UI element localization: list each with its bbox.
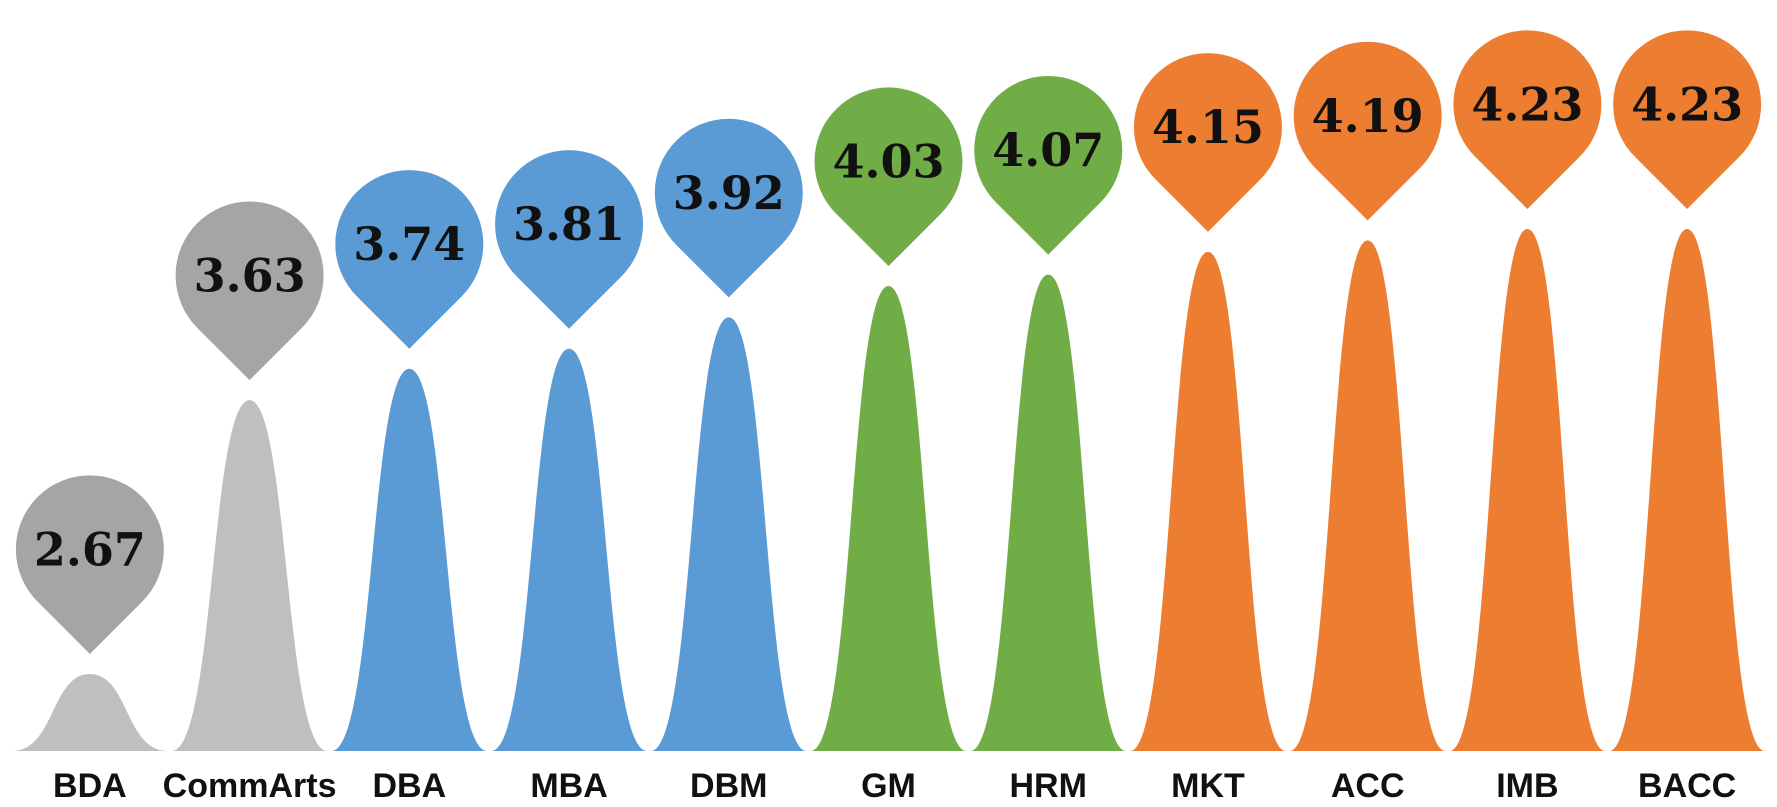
category-label-hrm: HRM — [1010, 767, 1087, 805]
peak-hrm — [970, 274, 1127, 751]
peak-mba — [491, 348, 647, 751]
value-label-gm: 4.03 — [832, 134, 944, 188]
value-label-mkt: 4.15 — [1152, 100, 1264, 154]
category-axis: BDA CommArts DBA MBA DBM GM HRM MKT ACC IMB BACC — [53, 767, 1736, 805]
peak-bda — [12, 673, 168, 751]
pin-gm — [814, 87, 963, 267]
peak-gm — [810, 286, 967, 751]
value-label-hrm: 4.07 — [992, 123, 1104, 177]
category-label-mkt: MKT — [1171, 767, 1245, 805]
category-label-commarts: CommArts — [163, 767, 337, 805]
category-label-dbm: DBM — [690, 767, 767, 805]
peak-series — [12, 229, 1765, 751]
pin-bda — [15, 475, 164, 654]
category-label-bda: BDA — [53, 767, 127, 805]
value-label-dba: 3.74 — [353, 217, 465, 271]
value-label-commarts: 3.63 — [194, 248, 306, 302]
pin-acc — [1293, 41, 1442, 221]
category-label-gm: GM — [861, 767, 916, 805]
category-label-acc: ACC — [1331, 767, 1405, 805]
category-label-imb: IMB — [1496, 767, 1558, 805]
pin-mba — [495, 150, 644, 329]
pin-commarts — [175, 201, 324, 381]
peak-mkt — [1130, 251, 1286, 751]
value-label-bda: 2.67 — [34, 522, 146, 576]
pin-imb — [1453, 30, 1602, 210]
pin-bacc — [1613, 30, 1762, 210]
pin-mkt — [1133, 53, 1282, 232]
category-label-dba: DBA — [372, 767, 446, 805]
value-label-bacc: 4.23 — [1631, 77, 1743, 131]
peak-dbm — [650, 317, 807, 751]
pin-dbm — [654, 118, 803, 298]
value-label-dbm: 3.92 — [673, 166, 785, 220]
value-label-mba: 3.81 — [513, 197, 625, 251]
peak-commarts — [171, 400, 328, 751]
peak-acc — [1289, 240, 1446, 751]
pin-dba — [335, 170, 484, 349]
value-pin-series: 2.67 3.63 3.74 3.81 3.92 4.03 4.07 4.15 4.19 4.23… — [15, 30, 1762, 654]
peak-imb — [1449, 229, 1606, 751]
category-label-bacc: BACC — [1638, 767, 1736, 805]
peak-bacc — [1609, 229, 1765, 751]
value-label-imb: 4.23 — [1471, 77, 1583, 131]
pin-hrm — [974, 75, 1123, 255]
peak-dba — [331, 368, 488, 751]
category-label-mba: MBA — [530, 767, 607, 805]
value-label-acc: 4.19 — [1312, 89, 1424, 143]
